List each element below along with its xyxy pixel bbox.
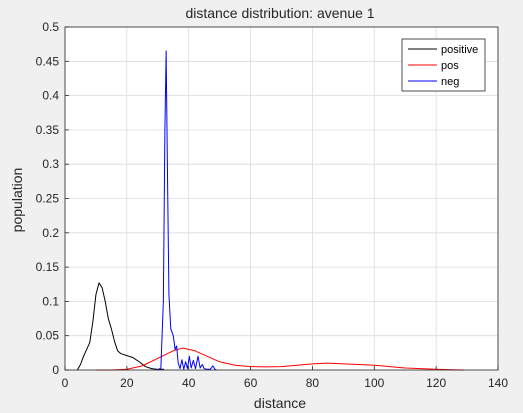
legend[interactable]: positive pos neg <box>401 38 486 92</box>
y-tick-label: 0.45 <box>36 54 60 68</box>
y-tick-label: 0.2 <box>42 226 59 240</box>
legend-label-positive: positive <box>441 44 478 56</box>
x-axis-label: distance <box>254 395 306 411</box>
y-axis-label: population <box>9 168 25 233</box>
legend-label-neg: neg <box>441 76 459 88</box>
y-tick-label: 0.5 <box>42 20 59 34</box>
x-tick-label: 120 <box>426 376 446 390</box>
x-tick-label: 80 <box>306 376 320 390</box>
y-tick-label: 0.1 <box>42 294 59 308</box>
y-tick-label: 0.3 <box>42 157 59 171</box>
legend-label-pos: pos <box>441 60 459 72</box>
x-tick-label: 140 <box>488 376 508 390</box>
y-tick-label: 0.4 <box>42 89 59 103</box>
series-line-neg <box>157 50 217 371</box>
y-tick-label: 0.15 <box>36 260 60 274</box>
series-line-pos <box>95 347 464 371</box>
x-tick-label: 20 <box>120 376 134 390</box>
x-tick-label: 40 <box>182 376 196 390</box>
y-tick-label: 0 <box>52 363 59 377</box>
x-tick-label: 0 <box>62 376 69 390</box>
x-tick-label: 60 <box>244 376 258 390</box>
axis-ticks: 0 20 40 60 80 100 120 140 0 0.05 0.1 0.15 0.2 0.25 0.3… <box>36 20 509 390</box>
y-tick-label: 0.35 <box>36 123 60 137</box>
series-line-positive <box>76 282 164 371</box>
y-tick-label: 0.05 <box>36 329 60 343</box>
y-tick-label: 0.25 <box>36 192 60 206</box>
series-lines <box>76 50 464 371</box>
x-tick-label: 100 <box>364 376 384 390</box>
chart-title: distance distribution: avenue 1 <box>185 5 374 21</box>
